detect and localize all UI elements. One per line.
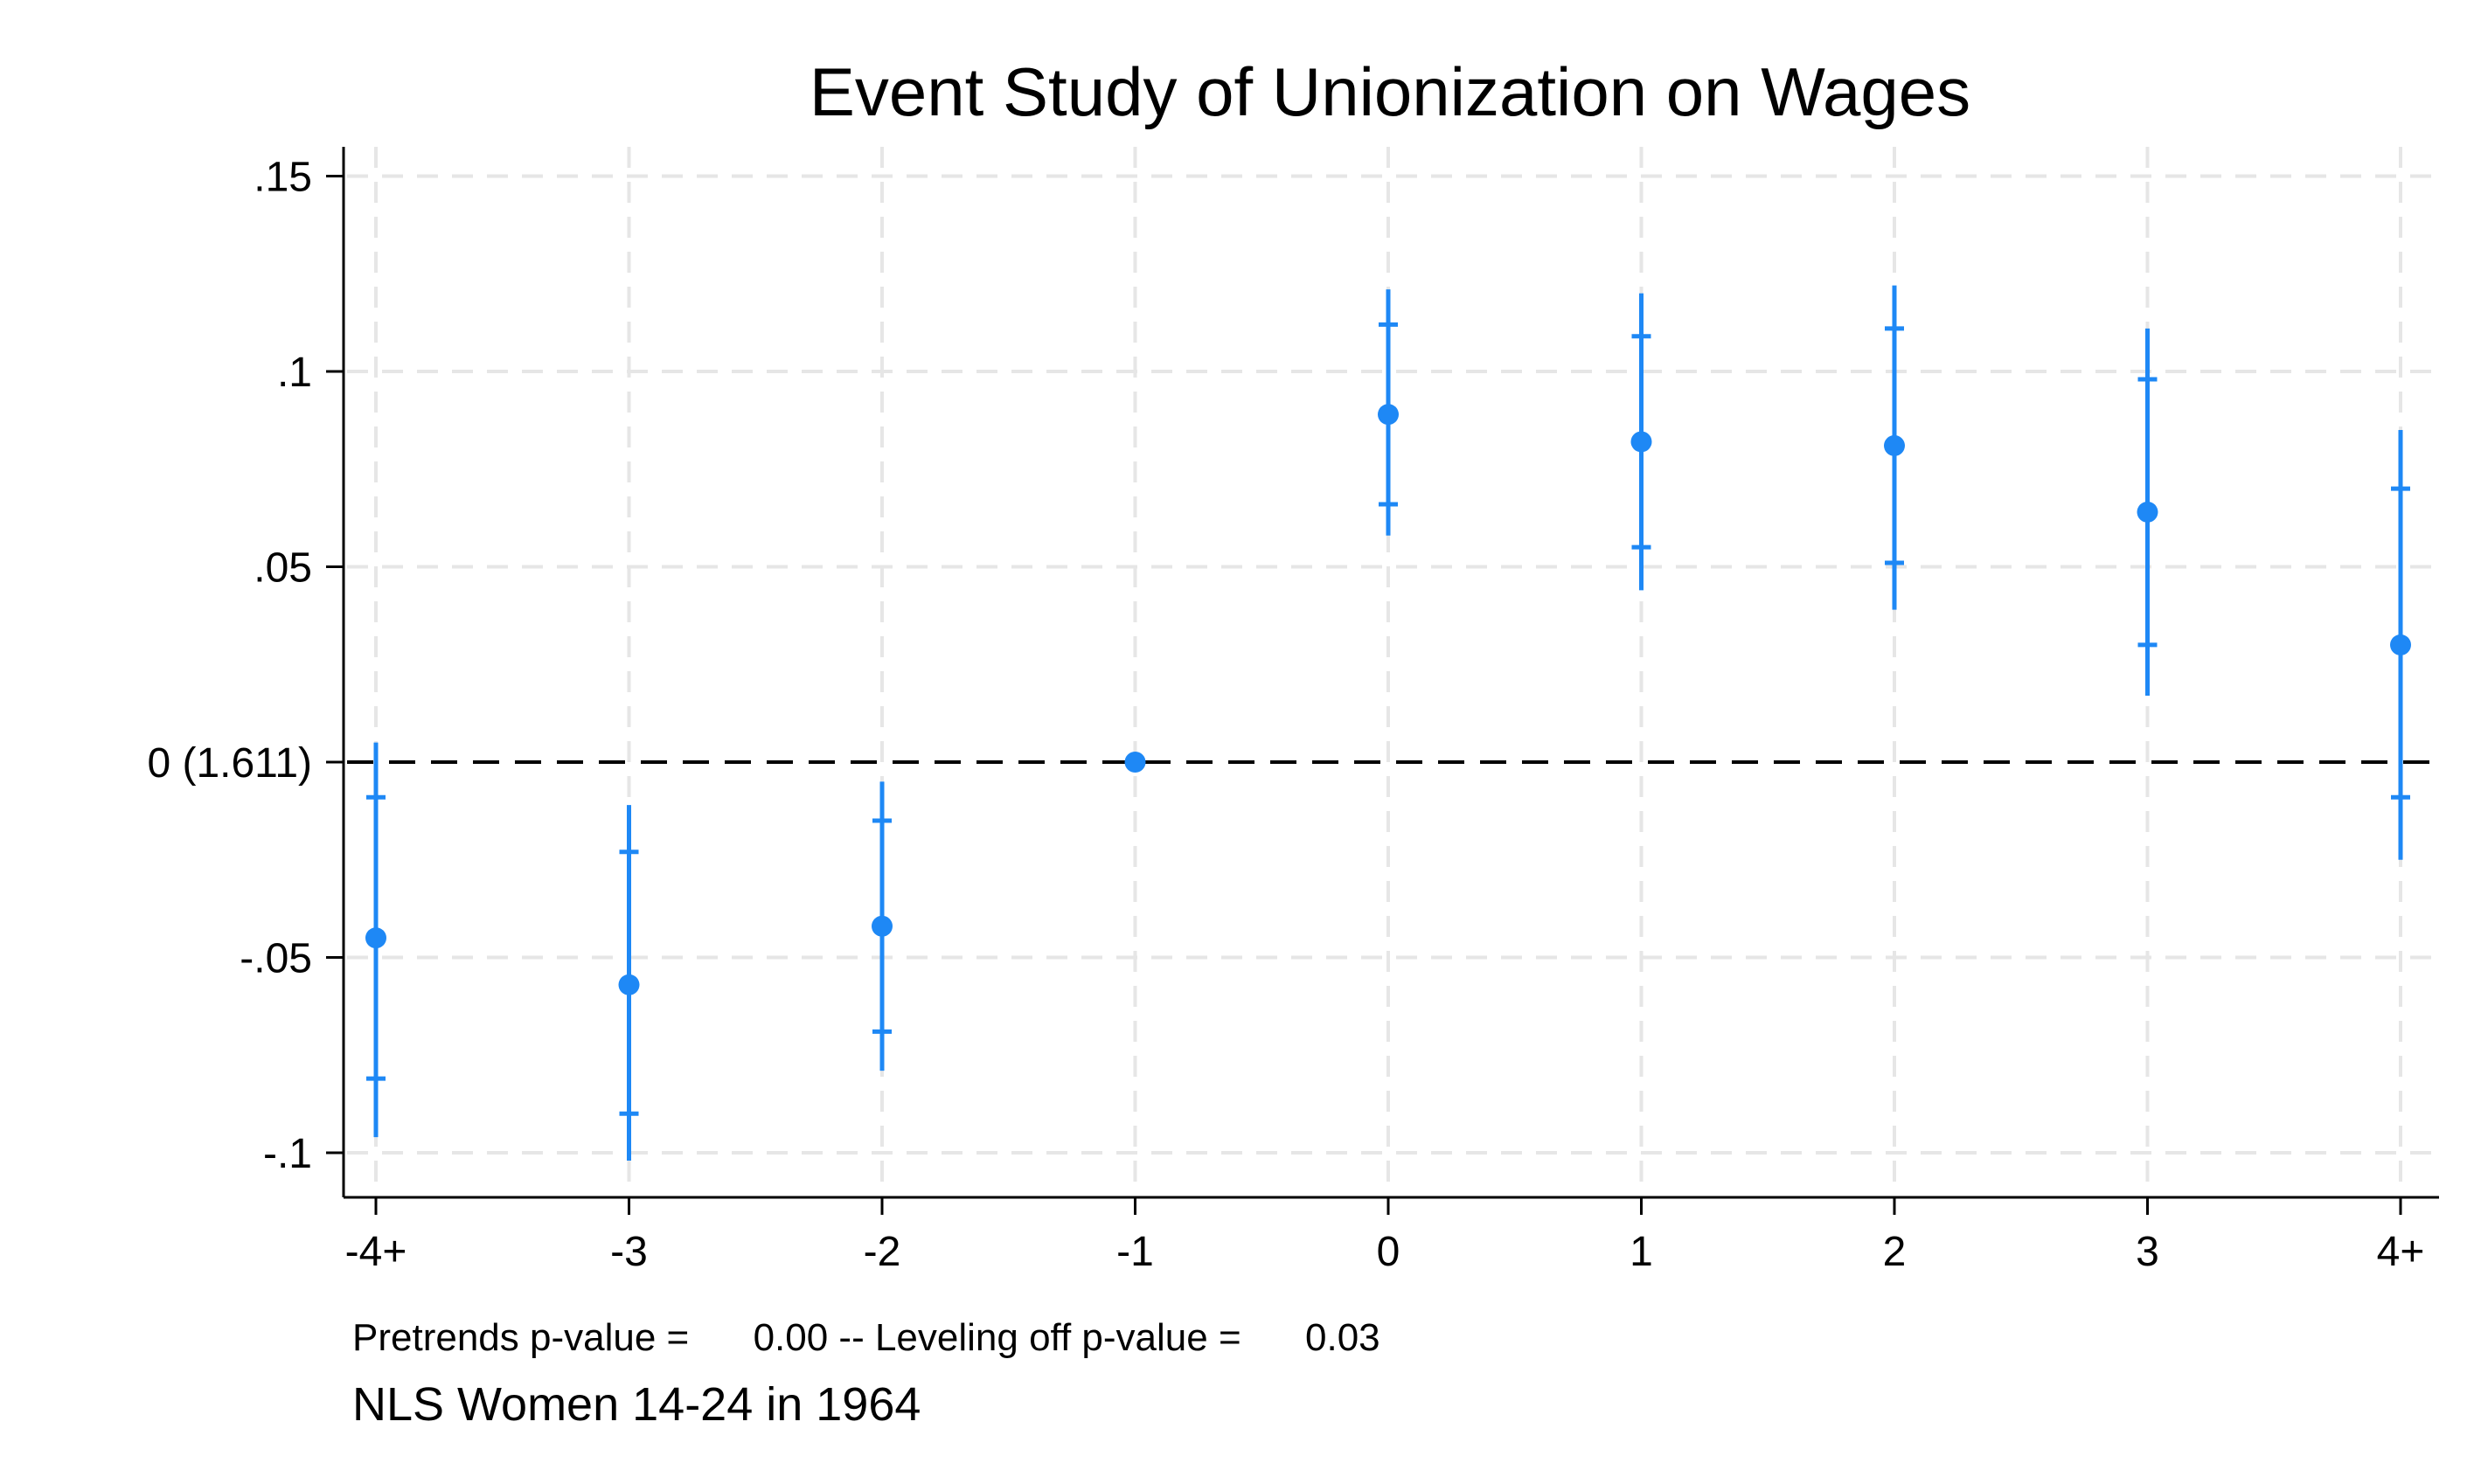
- point-estimate: [1378, 404, 1399, 426]
- event--2: [872, 781, 893, 1071]
- y-tick-label: .1: [277, 350, 312, 396]
- chart-caption: NLS Women 14-24 in 1964: [352, 1378, 921, 1431]
- grid: [347, 147, 2439, 1194]
- event-3: [2137, 328, 2158, 697]
- point-estimate: [2390, 634, 2411, 655]
- x-tick-label: -2: [864, 1229, 901, 1275]
- y-tick-label: .15: [254, 155, 312, 201]
- x-tick-label: -1: [1116, 1229, 1154, 1275]
- event-1: [1630, 293, 1652, 591]
- event--4+: [365, 742, 386, 1138]
- point-estimate: [1124, 752, 1146, 773]
- y-tick-label: .05: [254, 545, 312, 592]
- point-estimate: [2137, 501, 2158, 523]
- axes: .15 .1 .05 0 (1.611) -.05 -.1 -4+ -3 -2 -1 0 1 2 3 4+: [147, 147, 2439, 1275]
- x-tick-label: 1: [1630, 1229, 1653, 1275]
- x-tick-label: -4+: [345, 1229, 407, 1275]
- event-4+: [2390, 430, 2411, 860]
- x-tick-label: 2: [1883, 1229, 1907, 1275]
- x-tick-label: 4+: [2377, 1229, 2425, 1275]
- pvalue-note: Pretrends p-value = 0.00 -- Leveling off…: [352, 1316, 1380, 1359]
- y-tick-label: -.05: [240, 936, 312, 982]
- point-estimate: [365, 927, 386, 949]
- event-2: [1884, 285, 1905, 610]
- chart-title: Event Study of Unionization on Wages: [810, 53, 1970, 130]
- series-marks: [365, 285, 2411, 1161]
- point-estimate: [872, 915, 893, 937]
- point-estimate: [1630, 431, 1652, 453]
- event-0: [1378, 289, 1399, 536]
- x-tick-label: -3: [610, 1229, 648, 1275]
- y-tick-label: 0 (1.611): [147, 740, 312, 787]
- point-estimate: [1884, 434, 1905, 456]
- y-tick-label: -.1: [263, 1131, 312, 1177]
- x-tick-label: 3: [2136, 1229, 2159, 1275]
- x-tick-label: 0: [1377, 1229, 1400, 1275]
- point-estimate: [618, 974, 640, 995]
- event--3: [618, 805, 640, 1161]
- event--1: [1124, 752, 1146, 773]
